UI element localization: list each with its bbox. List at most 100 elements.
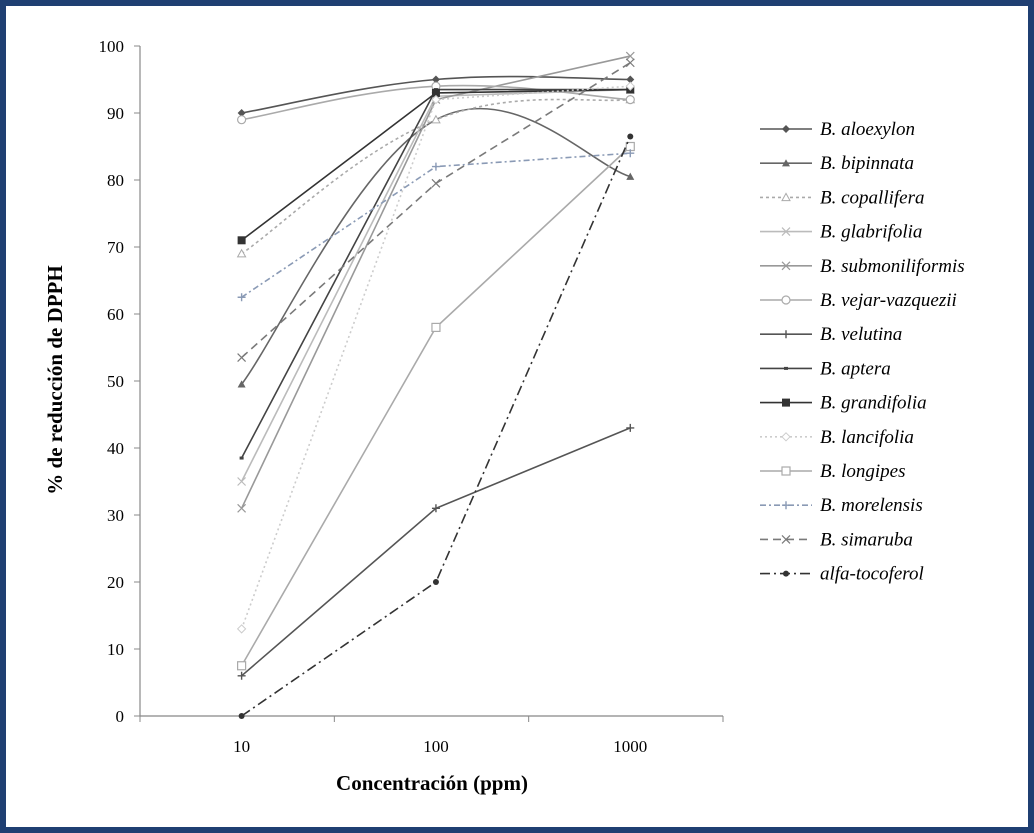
y-tick-label: 70 xyxy=(107,238,124,257)
data-point-b-aloexylon-10 xyxy=(237,109,246,117)
data-point-b-vejar-vazquezii-1000 xyxy=(625,94,635,105)
data-point-b-simaruba-1000 xyxy=(625,58,635,68)
legend-label: B. lancifolia xyxy=(820,427,914,448)
legend-marker xyxy=(781,227,791,237)
data-point-b-simaruba-10 xyxy=(237,353,247,362)
y-tick-label: 30 xyxy=(107,506,124,525)
series-line-b-glabrifolia xyxy=(240,88,631,482)
legend-entry-b-aloexylon: B. aloexylon xyxy=(760,119,915,140)
legend-label: B. grandifolia xyxy=(820,393,927,414)
data-point-alfa-tocoferol-100 xyxy=(432,579,439,585)
y-tick-label: 60 xyxy=(107,305,124,324)
series-line-b-velutina xyxy=(241,427,631,677)
data-point-b-longipes-10 xyxy=(237,661,247,671)
legend-label: B. glabrifolia xyxy=(820,222,922,243)
legend-marker xyxy=(781,466,791,476)
legend-entry-b-copallifera: B. copallifera xyxy=(760,187,924,208)
series-b-simaruba xyxy=(237,58,635,362)
y-tick-label: 80 xyxy=(107,171,124,190)
legend-entry-b-morelensis: B. morelensis xyxy=(760,495,923,516)
data-point-b-longipes-100 xyxy=(431,322,441,332)
legend: B. aloexylon B. bipinnata B. copallifera B.… xyxy=(760,119,965,585)
series-line-b-bipinnata xyxy=(240,107,631,385)
y-tick-label: 20 xyxy=(107,573,124,592)
data-point-b-glabrifolia-10 xyxy=(237,477,247,486)
series-line-b-morelensis xyxy=(241,152,631,298)
data-point-b-morelensis-1000 xyxy=(626,149,635,158)
data-point-b-velutina-1000 xyxy=(626,423,635,432)
legend-entry-b-longipes: B. longipes xyxy=(760,461,906,482)
y-tick-label: 50 xyxy=(107,372,124,391)
series-line-b-longipes xyxy=(240,145,631,667)
data-point-b-velutina-10 xyxy=(237,671,246,680)
data-point-b-lancifolia-1000 xyxy=(625,81,635,91)
data-point-b-copallifera-100 xyxy=(431,114,441,124)
y-axis-title: % de reducción de DPPH xyxy=(43,265,67,494)
legend-label: B. aloexylon xyxy=(820,119,915,140)
legend-marker xyxy=(782,330,790,339)
legend-entry-b-bipinnata: B. bipinnata xyxy=(760,153,914,174)
legend-label: B. copallifera xyxy=(820,187,924,208)
legend-entry-b-simaruba: B. simaruba xyxy=(760,529,913,550)
data-point-b-bipinnata-10 xyxy=(237,380,246,388)
legend-entry-b-grandifolia: B. grandifolia xyxy=(760,393,927,414)
legend-entry-b-vejar-vazquezii: B. vejar-vazquezii xyxy=(760,290,957,311)
legend-label: B. bipinnata xyxy=(820,153,914,174)
legend-label: B. vejar-vazquezii xyxy=(820,290,957,311)
legend-label: B. velutina xyxy=(820,324,902,345)
legend-entry-alfa-tocoferol: alfa-tocoferol xyxy=(760,564,924,585)
series-b-lancifolia xyxy=(236,81,635,634)
data-point-b-velutina-100 xyxy=(431,504,440,513)
legend-label: B. longipes xyxy=(820,461,906,482)
legend-entry-b-glabrifolia: B. glabrifolia xyxy=(760,222,922,243)
x-tick-label: 100 xyxy=(423,737,449,756)
data-point-b-submoniliformis-1000 xyxy=(625,51,635,61)
data-point-b-morelensis-10 xyxy=(237,293,246,302)
series-b-copallifera xyxy=(236,94,636,258)
data-point-b-lancifolia-10 xyxy=(236,624,247,634)
legend-entry-b-submoniliformis: B. submoniliformis xyxy=(760,256,965,277)
legend-label: B. aptera xyxy=(820,358,891,379)
series-line-alfa-tocoferol xyxy=(241,136,632,717)
y-tick-label: 100 xyxy=(99,37,125,56)
x-tick-label: 10 xyxy=(233,737,250,756)
legend-entry-b-velutina: B. velutina xyxy=(760,324,902,345)
legend-marker xyxy=(781,295,791,305)
legend-marker xyxy=(781,432,791,442)
data-point-b-submoniliformis-10 xyxy=(237,503,247,513)
y-tick-label: 40 xyxy=(107,439,124,458)
data-point-b-lancifolia-100 xyxy=(431,94,441,105)
series-line-b-submoniliformis xyxy=(240,55,631,509)
data-point-b-morelensis-100 xyxy=(431,162,440,171)
legend-marker xyxy=(781,261,791,271)
series-b-aloexylon xyxy=(237,75,635,117)
data-point-b-bipinnata-1000 xyxy=(626,172,635,180)
legend-entry-b-lancifolia: B. lancifolia xyxy=(760,427,914,448)
x-axis-title: Concentración (ppm) xyxy=(336,771,528,795)
series-b-bipinnata xyxy=(237,107,635,388)
y-tick-label: 0 xyxy=(116,707,125,726)
legend-marker xyxy=(781,192,791,202)
series-layer xyxy=(236,51,636,719)
series-b-morelensis xyxy=(237,149,635,302)
legend-marker xyxy=(782,159,790,167)
series-b-velutina xyxy=(237,423,635,680)
legend-marker xyxy=(782,125,790,133)
legend-label: alfa-tocoferol xyxy=(820,564,924,585)
legend-label: B. submoniliformis xyxy=(820,256,965,277)
axes: 0 10 20 30 40 50 60 70 80 90 100 10 100 1000 xyxy=(99,37,724,756)
legend-marker xyxy=(781,534,791,544)
legend-marker xyxy=(782,398,790,407)
y-tick-label: 90 xyxy=(107,104,124,123)
legend-marker xyxy=(783,570,789,577)
legend-label: B. simaruba xyxy=(820,529,913,550)
legend-label: B. morelensis xyxy=(820,495,923,516)
data-point-alfa-tocoferol-1000 xyxy=(627,133,634,140)
legend-marker xyxy=(782,501,790,510)
data-point-b-simaruba-100 xyxy=(431,178,441,188)
series-alfa-tocoferol xyxy=(238,133,634,719)
legend-entry-b-aptera: B. aptera xyxy=(760,358,891,379)
data-point-alfa-tocoferol-10 xyxy=(238,713,245,719)
